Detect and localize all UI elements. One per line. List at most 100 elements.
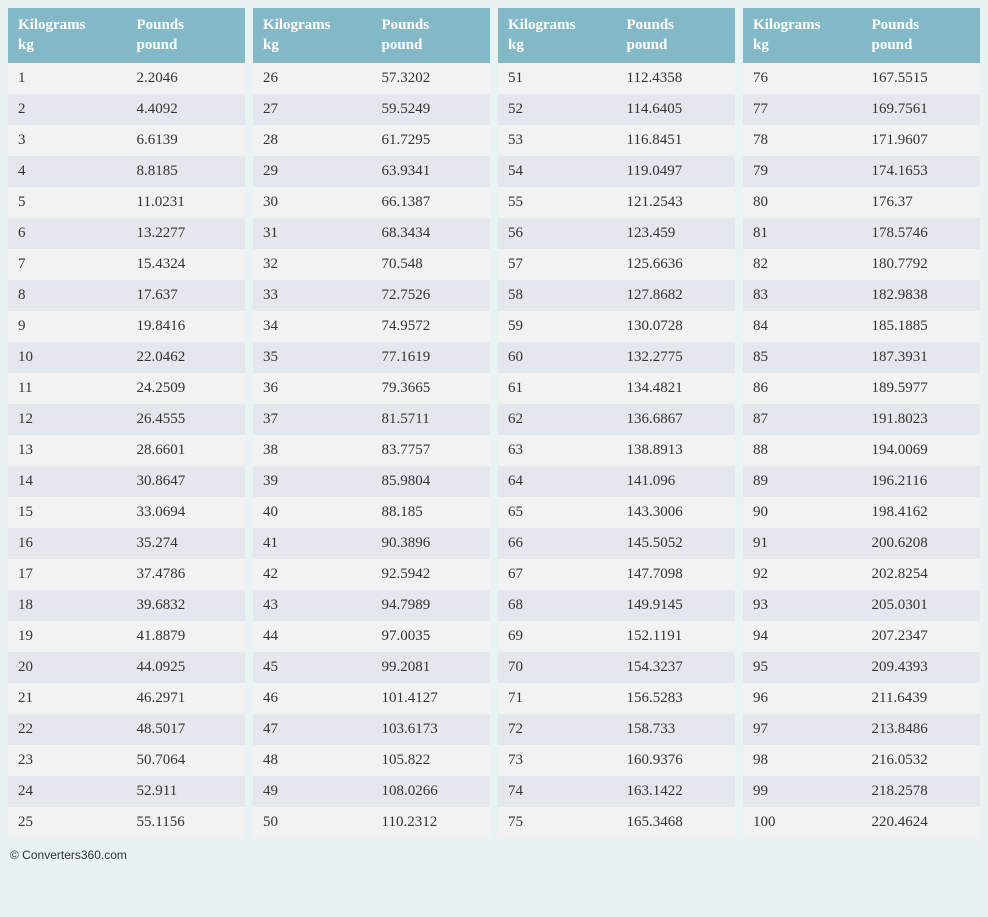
cell-lb: 26.4555 bbox=[127, 404, 246, 435]
header-lb-line2: pound bbox=[627, 37, 668, 53]
cell-lb: 28.6601 bbox=[127, 435, 246, 466]
cell-lb: 141.096 bbox=[617, 466, 736, 497]
cell-lb: 11.0231 bbox=[127, 187, 246, 218]
column-header-pounds: Poundspound bbox=[127, 8, 246, 63]
table-row: 55121.2543 bbox=[498, 187, 735, 218]
table-row: 85187.3931 bbox=[743, 342, 980, 373]
table-row: 46101.4127 bbox=[253, 683, 490, 714]
table-row: 75165.3468 bbox=[498, 807, 735, 838]
cell-kg: 72 bbox=[498, 714, 617, 745]
cell-kg: 22 bbox=[8, 714, 127, 745]
cell-kg: 28 bbox=[253, 125, 372, 156]
table-row: 72158.733 bbox=[498, 714, 735, 745]
table-row: 82180.7792 bbox=[743, 249, 980, 280]
cell-kg: 26 bbox=[253, 63, 372, 94]
cell-lb: 194.0069 bbox=[862, 435, 981, 466]
table-row: 60132.2775 bbox=[498, 342, 735, 373]
header-kg-line2: kg bbox=[508, 37, 524, 53]
header-kg-line2: kg bbox=[263, 37, 279, 53]
table-row: 2044.0925 bbox=[8, 652, 245, 683]
cell-lb: 48.5017 bbox=[127, 714, 246, 745]
cell-lb: 134.4821 bbox=[617, 373, 736, 404]
table-row: 3577.1619 bbox=[253, 342, 490, 373]
cell-lb: 52.911 bbox=[127, 776, 246, 807]
cell-kg: 13 bbox=[8, 435, 127, 466]
cell-lb: 105.822 bbox=[372, 745, 491, 776]
cell-kg: 98 bbox=[743, 745, 862, 776]
cell-lb: 110.2312 bbox=[372, 807, 491, 838]
table-row: 2963.9341 bbox=[253, 156, 490, 187]
table-row: 1737.4786 bbox=[8, 559, 245, 590]
table-row: 53116.8451 bbox=[498, 125, 735, 156]
table-row: 613.2277 bbox=[8, 218, 245, 249]
table-row: 4292.5942 bbox=[253, 559, 490, 590]
cell-kg: 96 bbox=[743, 683, 862, 714]
cell-lb: 211.6439 bbox=[862, 683, 981, 714]
cell-kg: 11 bbox=[8, 373, 127, 404]
cell-kg: 9 bbox=[8, 311, 127, 342]
table-row: 68149.9145 bbox=[498, 590, 735, 621]
table-row: 84185.1885 bbox=[743, 311, 980, 342]
cell-kg: 19 bbox=[8, 621, 127, 652]
cell-lb: 202.8254 bbox=[862, 559, 981, 590]
cell-kg: 12 bbox=[8, 404, 127, 435]
cell-lb: 55.1156 bbox=[127, 807, 246, 838]
cell-kg: 41 bbox=[253, 528, 372, 559]
table-row: 1430.8647 bbox=[8, 466, 245, 497]
table-row: 66145.5052 bbox=[498, 528, 735, 559]
cell-lb: 33.0694 bbox=[127, 497, 246, 528]
cell-lb: 209.4393 bbox=[862, 652, 981, 683]
cell-kg: 34 bbox=[253, 311, 372, 342]
table-row: 88194.0069 bbox=[743, 435, 980, 466]
cell-kg: 4 bbox=[8, 156, 127, 187]
cell-kg: 81 bbox=[743, 218, 862, 249]
cell-kg: 88 bbox=[743, 435, 862, 466]
table-row: 48105.822 bbox=[253, 745, 490, 776]
table-row: 2555.1156 bbox=[8, 807, 245, 838]
cell-lb: 121.2543 bbox=[617, 187, 736, 218]
cell-lb: 119.0497 bbox=[617, 156, 736, 187]
cell-kg: 65 bbox=[498, 497, 617, 528]
table-row: 1328.6601 bbox=[8, 435, 245, 466]
table-row: 95209.4393 bbox=[743, 652, 980, 683]
cell-lb: 218.2578 bbox=[862, 776, 981, 807]
cell-lb: 174.1653 bbox=[862, 156, 981, 187]
table-row: 1839.6832 bbox=[8, 590, 245, 621]
cell-kg: 84 bbox=[743, 311, 862, 342]
column-header-pounds: Poundspound bbox=[862, 8, 981, 63]
table-row: 50110.2312 bbox=[253, 807, 490, 838]
cell-kg: 42 bbox=[253, 559, 372, 590]
cell-kg: 87 bbox=[743, 404, 862, 435]
cell-lb: 169.7561 bbox=[862, 94, 981, 125]
table-row: 52114.6405 bbox=[498, 94, 735, 125]
cell-lb: 70.548 bbox=[372, 249, 491, 280]
cell-lb: 116.8451 bbox=[617, 125, 736, 156]
cell-kg: 66 bbox=[498, 528, 617, 559]
cell-kg: 1 bbox=[8, 63, 127, 94]
cell-kg: 95 bbox=[743, 652, 862, 683]
table-row: 24.4092 bbox=[8, 94, 245, 125]
table-row: 71156.5283 bbox=[498, 683, 735, 714]
cell-lb: 44.0925 bbox=[127, 652, 246, 683]
cell-kg: 78 bbox=[743, 125, 862, 156]
cell-lb: 143.3006 bbox=[617, 497, 736, 528]
cell-lb: 19.8416 bbox=[127, 311, 246, 342]
cell-lb: 158.733 bbox=[617, 714, 736, 745]
table-row: 511.0231 bbox=[8, 187, 245, 218]
cell-lb: 15.4324 bbox=[127, 249, 246, 280]
table-row: 54119.0497 bbox=[498, 156, 735, 187]
cell-lb: 191.8023 bbox=[862, 404, 981, 435]
header-lb-line1: Pounds bbox=[627, 17, 675, 33]
table-row: 99218.2578 bbox=[743, 776, 980, 807]
header-lb-line2: pound bbox=[137, 37, 178, 53]
table-row: 74163.1422 bbox=[498, 776, 735, 807]
table-row: 2657.3202 bbox=[253, 63, 490, 94]
cell-kg: 59 bbox=[498, 311, 617, 342]
table-row: 89196.2116 bbox=[743, 466, 980, 497]
cell-kg: 8 bbox=[8, 280, 127, 311]
table-row: 3985.9804 bbox=[253, 466, 490, 497]
cell-kg: 54 bbox=[498, 156, 617, 187]
cell-lb: 207.2347 bbox=[862, 621, 981, 652]
cell-lb: 127.8682 bbox=[617, 280, 736, 311]
cell-kg: 40 bbox=[253, 497, 372, 528]
